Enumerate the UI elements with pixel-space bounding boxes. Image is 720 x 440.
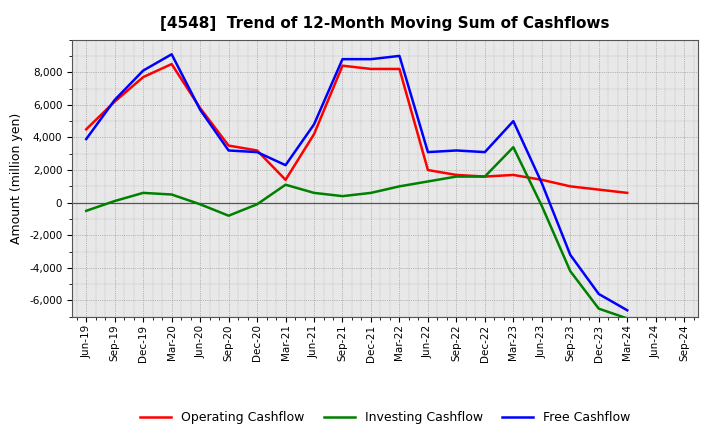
Line: Operating Cashflow: Operating Cashflow: [86, 64, 627, 193]
Free Cashflow: [395, 53, 404, 59]
Investing Cashflow: [282, 182, 290, 187]
Legend: Operating Cashflow, Investing Cashflow, Free Cashflow: Operating Cashflow, Investing Cashflow, …: [135, 406, 635, 429]
Investing Cashflow: [82, 208, 91, 213]
Y-axis label: Amount (million yen): Amount (million yen): [11, 113, 24, 244]
Investing Cashflow: [366, 190, 375, 195]
Operating Cashflow: [196, 106, 204, 111]
Free Cashflow: [225, 148, 233, 153]
Operating Cashflow: [509, 172, 518, 178]
Free Cashflow: [310, 122, 318, 127]
Title: [4548]  Trend of 12-Month Moving Sum of Cashflows: [4548] Trend of 12-Month Moving Sum of C…: [161, 16, 610, 32]
Operating Cashflow: [480, 174, 489, 179]
Line: Investing Cashflow: Investing Cashflow: [86, 147, 627, 319]
Free Cashflow: [167, 51, 176, 57]
Operating Cashflow: [338, 63, 347, 68]
Investing Cashflow: [310, 190, 318, 195]
Investing Cashflow: [595, 306, 603, 311]
Investing Cashflow: [566, 268, 575, 274]
Free Cashflow: [537, 180, 546, 186]
Free Cashflow: [196, 107, 204, 112]
Operating Cashflow: [253, 148, 261, 153]
Free Cashflow: [253, 150, 261, 155]
Free Cashflow: [139, 68, 148, 73]
Free Cashflow: [595, 291, 603, 297]
Operating Cashflow: [282, 177, 290, 183]
Operating Cashflow: [623, 190, 631, 195]
Free Cashflow: [366, 56, 375, 62]
Investing Cashflow: [338, 194, 347, 199]
Operating Cashflow: [310, 132, 318, 137]
Free Cashflow: [110, 97, 119, 103]
Free Cashflow: [509, 118, 518, 124]
Operating Cashflow: [366, 66, 375, 72]
Operating Cashflow: [167, 62, 176, 67]
Free Cashflow: [623, 308, 631, 313]
Free Cashflow: [480, 150, 489, 155]
Operating Cashflow: [395, 66, 404, 72]
Investing Cashflow: [110, 198, 119, 204]
Operating Cashflow: [566, 184, 575, 189]
Investing Cashflow: [623, 316, 631, 321]
Operating Cashflow: [452, 172, 461, 178]
Free Cashflow: [423, 150, 432, 155]
Free Cashflow: [566, 252, 575, 257]
Free Cashflow: [82, 136, 91, 142]
Operating Cashflow: [225, 143, 233, 148]
Investing Cashflow: [139, 190, 148, 195]
Operating Cashflow: [139, 74, 148, 80]
Investing Cashflow: [253, 202, 261, 207]
Operating Cashflow: [110, 99, 119, 104]
Investing Cashflow: [196, 202, 204, 207]
Investing Cashflow: [395, 184, 404, 189]
Operating Cashflow: [595, 187, 603, 192]
Operating Cashflow: [82, 127, 91, 132]
Free Cashflow: [338, 56, 347, 62]
Investing Cashflow: [167, 192, 176, 197]
Investing Cashflow: [423, 179, 432, 184]
Free Cashflow: [282, 162, 290, 168]
Investing Cashflow: [480, 174, 489, 179]
Investing Cashflow: [452, 174, 461, 179]
Operating Cashflow: [537, 177, 546, 183]
Investing Cashflow: [225, 213, 233, 218]
Line: Free Cashflow: Free Cashflow: [86, 54, 627, 310]
Operating Cashflow: [423, 167, 432, 172]
Investing Cashflow: [537, 203, 546, 209]
Free Cashflow: [452, 148, 461, 153]
Investing Cashflow: [509, 145, 518, 150]
